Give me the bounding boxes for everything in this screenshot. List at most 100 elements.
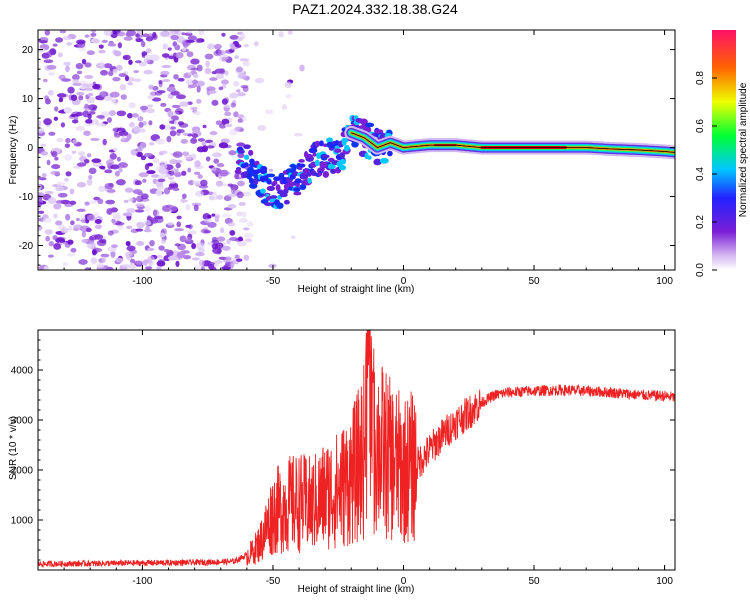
noise-blob — [43, 59, 54, 64]
noise-blob — [221, 32, 226, 37]
noise-blob — [140, 41, 146, 48]
noise-blob — [184, 237, 192, 243]
noise-blob — [174, 171, 182, 178]
noise-blob — [243, 232, 254, 239]
noise-blob — [193, 264, 201, 270]
noise-blob — [116, 110, 127, 117]
noise-blob — [104, 95, 111, 102]
noise-blob — [90, 137, 100, 142]
noise-blob — [86, 179, 93, 186]
noise-blob — [48, 72, 56, 76]
noise-blob — [174, 243, 181, 247]
trace-blob — [294, 178, 302, 184]
noise-blob — [175, 260, 180, 267]
noise-blob — [232, 80, 240, 87]
noise-blob — [83, 104, 94, 111]
noise-blob — [109, 153, 117, 160]
noise-blob — [65, 137, 71, 144]
noise-blob — [174, 108, 184, 115]
noise-blob — [84, 62, 92, 68]
noise-blob — [107, 70, 114, 76]
noise-blob — [161, 53, 170, 58]
trace-blob — [359, 118, 368, 125]
noise-blob — [234, 172, 240, 180]
noise-blob — [131, 113, 139, 118]
trace-blob — [307, 177, 312, 184]
noise-blob — [96, 123, 107, 127]
noise-blob — [191, 133, 199, 139]
noise-blob — [187, 72, 193, 76]
noise-blob — [67, 86, 75, 94]
noise-blob — [219, 169, 229, 177]
noise-blob — [155, 180, 164, 187]
trace-blob — [379, 157, 389, 164]
noise-blob — [208, 263, 215, 270]
noise-blob — [181, 170, 187, 176]
page-title: PAZ1.2024.332.18.38.G24 — [292, 1, 458, 17]
noise-blob — [163, 248, 170, 253]
noise-blob — [116, 156, 121, 162]
noise-blob — [65, 213, 71, 221]
noise-blob — [95, 120, 100, 125]
noise-blob — [76, 162, 87, 167]
colorbar-label: Normalized spectral amplitude — [738, 82, 749, 217]
noise-blob — [148, 142, 155, 146]
noise-blob — [217, 50, 226, 56]
noise-blob — [193, 171, 201, 176]
noise-blob — [190, 58, 200, 65]
noise-blob — [38, 177, 47, 181]
noise-blob — [134, 60, 142, 64]
noise-blob — [115, 179, 126, 186]
noise-blob — [52, 235, 58, 241]
noise-blob — [169, 130, 177, 137]
noise-blob — [56, 181, 65, 188]
noise-blob — [152, 209, 160, 216]
trace-blob — [243, 162, 249, 168]
noise-blob — [113, 133, 121, 138]
noise-blob — [46, 159, 51, 166]
noise-blob — [44, 190, 54, 195]
noise-blob — [150, 174, 160, 178]
noise-blob — [214, 68, 225, 74]
noise-blob — [284, 81, 292, 89]
noise-blob — [101, 235, 108, 240]
noise-blob — [166, 135, 172, 143]
noise-blob — [221, 213, 232, 218]
noise-blob — [142, 178, 147, 183]
noise-blob — [145, 36, 154, 42]
noise-blob — [236, 258, 243, 262]
noise-blob — [111, 211, 121, 217]
noise-blob — [126, 133, 132, 140]
trace-blob — [338, 164, 347, 171]
noise-blob — [97, 198, 104, 205]
noise-blob — [187, 85, 194, 89]
noise-blob — [144, 205, 151, 213]
noise-blob — [166, 86, 176, 92]
noise-blob — [87, 113, 92, 120]
noise-blob — [178, 121, 185, 126]
x-tick-label: 100 — [656, 276, 673, 287]
noise-blob — [119, 84, 127, 91]
noise-blob — [78, 150, 86, 157]
noise-blob — [211, 213, 216, 217]
x-tick-label: 0 — [401, 276, 407, 287]
noise-blob — [229, 230, 236, 236]
noise-blob — [145, 48, 152, 54]
noise-blob — [148, 84, 154, 90]
noise-blob — [264, 109, 274, 115]
noise-blob — [197, 138, 206, 142]
noise-blob — [221, 98, 228, 105]
noise-blob — [156, 254, 163, 259]
noise-blob — [105, 199, 116, 205]
noise-blob — [107, 230, 114, 236]
noise-blob — [98, 49, 106, 54]
y-axis-label-bottom: SNR (10 * v/v) — [8, 416, 19, 480]
noise-blob — [219, 227, 225, 234]
noise-blob — [104, 182, 114, 190]
noise-blob — [221, 79, 229, 85]
noise-blob — [41, 173, 47, 178]
noise-blob — [47, 254, 54, 258]
noise-blob — [236, 66, 243, 73]
noise-blob — [167, 255, 178, 261]
x-axis-ticks-top: -100 -50 0 50 100 — [37, 30, 673, 287]
